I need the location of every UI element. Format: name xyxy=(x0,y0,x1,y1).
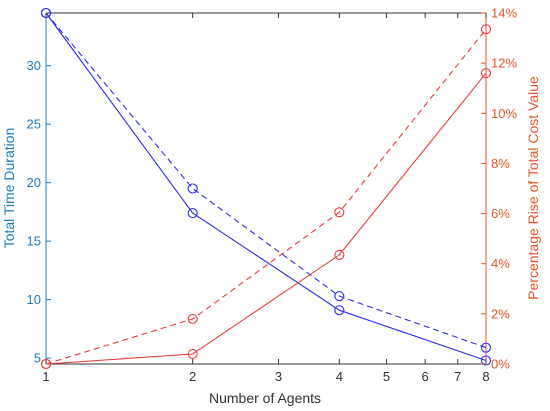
series-marker-left-dashed xyxy=(334,291,345,302)
y-left-tick-label: 15 xyxy=(27,234,41,249)
x-axis-label: Number of Agents xyxy=(209,390,321,406)
y-right-tick-label: 2% xyxy=(491,306,510,321)
x-tick-label: 8 xyxy=(482,369,489,384)
series-marker-right-dashed xyxy=(187,313,198,324)
series-line-right-dashed xyxy=(45,28,487,365)
series-line-left-dashed xyxy=(45,12,487,349)
y-right-tick-label: 8% xyxy=(491,156,510,171)
series-marker-left-dashed xyxy=(40,7,52,19)
chart-axis-labels: Number of Agents Total Time Duration Per… xyxy=(1,76,541,406)
y-right-tick-label: 12% xyxy=(491,56,517,71)
chart-axes: 1 2 3 4 5 6 7 8 5 10 15 20 25 30 0% 2% 4% 6% 8% 10% 12% 14% xyxy=(27,6,518,385)
y-axis-label-right: Percentage Rise of Total Cost Value xyxy=(525,76,541,300)
y-axis-label-left: Total Time Duration xyxy=(1,128,17,249)
series-marker-right-dashed xyxy=(40,358,52,370)
series-marker-right-solid xyxy=(187,348,198,360)
y-right-tick-label: 10% xyxy=(491,106,517,121)
y-left-tick-label: 30 xyxy=(27,58,41,73)
series-marker-left-solid xyxy=(187,208,198,219)
series-marker-left-solid xyxy=(480,355,492,366)
y-right-tick-label: 6% xyxy=(491,206,510,221)
y-left-tick-label: 10 xyxy=(27,292,41,307)
y-right-tick-label: 14% xyxy=(491,6,517,21)
x-tick-label: 4 xyxy=(336,369,343,384)
chart-series xyxy=(40,7,492,370)
series-line-left-solid xyxy=(45,12,487,362)
y-left-tick-label: 5 xyxy=(34,351,41,366)
series-marker-left-solid xyxy=(334,305,345,316)
x-tick-label: 2 xyxy=(189,369,196,384)
y-left-tick-label: 20 xyxy=(27,175,41,190)
x-tick-label: 5 xyxy=(383,369,390,384)
series-line-right-solid xyxy=(45,72,487,365)
y-left-tick-label: 25 xyxy=(27,117,41,132)
series-marker-left-dashed xyxy=(480,342,492,353)
y-right-tick-label: 0% xyxy=(491,357,510,372)
series-marker-left-dashed xyxy=(187,183,198,194)
x-tick-label: 3 xyxy=(275,369,282,384)
series-marker-right-dashed xyxy=(480,24,492,35)
x-tick-label: 7 xyxy=(454,369,461,384)
x-tick-label: 6 xyxy=(422,369,429,384)
series-marker-right-dashed xyxy=(334,207,345,218)
y-right-tick-label: 4% xyxy=(491,256,510,271)
series-marker-right-solid xyxy=(334,249,345,260)
x-tick-label: 1 xyxy=(42,369,49,384)
series-marker-right-solid xyxy=(480,68,492,79)
